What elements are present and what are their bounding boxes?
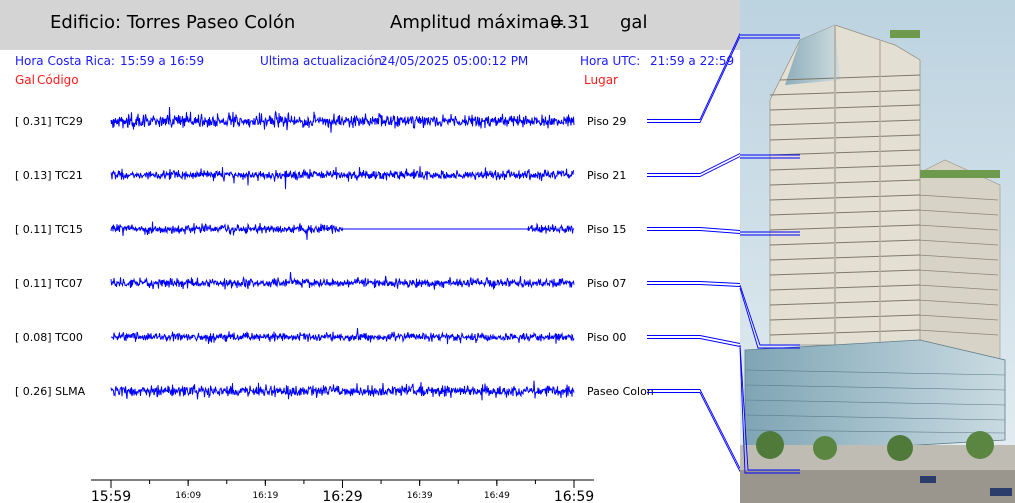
max-amplitude-label: Amplitud máxima= xyxy=(390,12,565,33)
floor-leader-line xyxy=(647,156,740,177)
floor-leader-line xyxy=(647,338,740,347)
seismic-trace-TC15 xyxy=(110,221,575,240)
floor-leader-line xyxy=(647,284,740,287)
major-tick-label: 15:59 xyxy=(91,489,131,503)
channel-label: [ 0.31] TC29 xyxy=(15,115,83,128)
channel-place: Piso 21 xyxy=(587,169,626,182)
max-amplitude-value: 0.31 xyxy=(550,12,591,33)
column-gal: Gal xyxy=(15,73,35,87)
header-bar: Edificio: Torres Paseo Colón Amplitud má… xyxy=(0,0,740,50)
last-update-label: Ultima actualización: xyxy=(260,54,386,68)
channel-label: [ 0.11] TC15 xyxy=(15,223,83,236)
seismic-trace-TC21 xyxy=(110,166,575,190)
floor-leader-line xyxy=(647,227,740,231)
tower-crown-glass xyxy=(785,25,840,85)
building-title: Edificio: Torres Paseo Colón xyxy=(50,12,296,33)
rear-roof-garden xyxy=(915,170,1000,178)
local-time-range: 15:59 a 16:59 xyxy=(120,54,205,68)
channel-place: Piso 15 xyxy=(587,223,626,236)
minor-tick-label: 16:19 xyxy=(252,491,278,501)
rear-tower xyxy=(914,159,1001,361)
channel-label: [ 0.13] TC21 xyxy=(15,169,83,182)
floor-leader-line xyxy=(647,230,740,234)
major-tick-label: 16:59 xyxy=(554,489,594,503)
floor-leader-line xyxy=(647,392,740,472)
seismogram-plot: [ 0.31] TC29 Piso 29 [ 0.13] TC21 Piso 21 [ … xyxy=(15,33,740,503)
column-place: Lugar xyxy=(584,73,618,87)
floor-leader-line xyxy=(647,33,740,120)
major-tick-label: 16:29 xyxy=(322,489,362,503)
floor-leader-line xyxy=(647,36,740,123)
floor-leader-line xyxy=(647,281,740,284)
seismic-trace-TC29 xyxy=(110,106,575,133)
seismic-trace-TC07 xyxy=(110,271,575,290)
local-time-label: Hora Costa Rica: xyxy=(15,54,115,68)
floor-leader-line xyxy=(647,335,740,344)
channel-label: [ 0.08] TC00 xyxy=(15,331,83,344)
car xyxy=(990,488,1012,496)
seismic-trace-TC00 xyxy=(110,327,575,345)
podium xyxy=(744,339,1006,456)
minor-tick-label: 16:49 xyxy=(484,491,510,501)
seismic-trace-SLMA xyxy=(110,380,575,401)
channel-place: Piso 29 xyxy=(587,115,626,128)
minor-tick-label: 16:39 xyxy=(407,491,433,501)
minor-tick-label: 16:09 xyxy=(175,491,201,501)
floor-leader-line xyxy=(647,153,740,174)
building-photo xyxy=(740,0,1015,503)
channel-label: [ 0.11] TC07 xyxy=(15,277,83,290)
channel-place: Paseo Colon xyxy=(587,385,654,398)
channel-place: Piso 00 xyxy=(587,331,626,344)
main-roof-garden xyxy=(890,30,920,38)
column-code: Código xyxy=(37,73,79,87)
channel-place: Piso 07 xyxy=(587,277,626,290)
amplitude-unit: gal xyxy=(620,12,648,33)
floor-leader-line xyxy=(647,389,740,469)
utc-time-label: Hora UTC: xyxy=(580,54,641,68)
last-update-value: 24/05/2025 05:00:12 PM xyxy=(380,54,529,68)
car xyxy=(920,476,936,483)
road xyxy=(740,470,1015,503)
channel-label: [ 0.26] SLMA xyxy=(15,385,86,398)
